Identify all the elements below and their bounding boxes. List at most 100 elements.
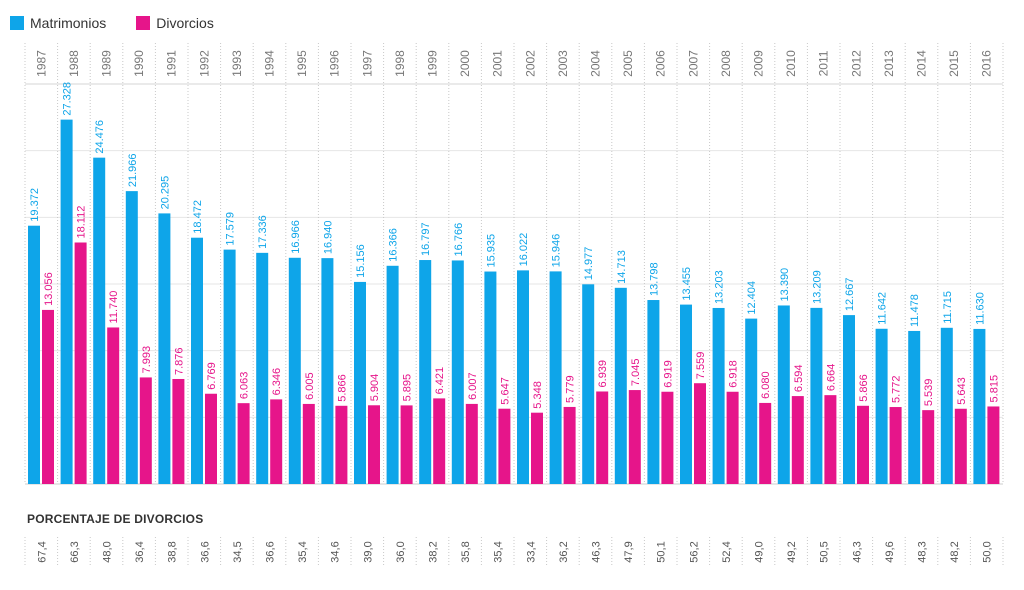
percent-value-label: 36,4 xyxy=(134,541,146,562)
year-tick-label: 1992 xyxy=(197,50,211,77)
matrimonios-bar xyxy=(875,328,888,484)
matrimonios-value-label: 11.478 xyxy=(909,294,921,327)
percent-value-label: 36,6 xyxy=(199,541,211,562)
matrimonios-value-label: 13.455 xyxy=(681,267,693,301)
matrimonios-value-label: 13.209 xyxy=(811,270,823,304)
percent-value-label: 49,6 xyxy=(884,541,896,562)
percent-value-label: 56,2 xyxy=(688,541,700,562)
divorcios-bar xyxy=(335,405,348,484)
divorcios-value-label: 18.112 xyxy=(76,206,88,239)
percent-value-label: 36,2 xyxy=(558,541,570,562)
percent-value-label: 67,4 xyxy=(36,541,48,562)
percent-value-label: 34,5 xyxy=(232,541,244,562)
legend-item-divorcios[interactable]: Divorcios xyxy=(136,15,214,31)
matrimonios-value-label: 21.966 xyxy=(127,153,139,187)
year-tick-label: 2006 xyxy=(654,50,668,77)
divorcios-value-label: 6.005 xyxy=(304,372,316,400)
matrimonios-bar xyxy=(712,307,725,484)
matrimonios-bar xyxy=(386,265,399,484)
divorcios-bar xyxy=(628,390,641,484)
divorcios-value-label: 5.866 xyxy=(858,374,870,402)
year-tick-label: 1990 xyxy=(132,50,146,77)
year-tick-label: 1996 xyxy=(328,50,342,77)
divorcios-value-label: 11.740 xyxy=(108,291,120,324)
matrimonios-bar xyxy=(517,270,529,484)
divorcios-value-label: 6.769 xyxy=(206,362,218,390)
divorcios-bar xyxy=(791,396,804,484)
year-tick-label: 2002 xyxy=(523,50,537,77)
percent-value-label: 66,3 xyxy=(69,541,81,562)
divorcios-bar xyxy=(889,407,902,484)
percent-value-label: 38,8 xyxy=(167,541,179,562)
year-tick-label: 2005 xyxy=(621,50,635,77)
percent-value-label: 33,4 xyxy=(525,541,537,562)
year-tick-label: 1995 xyxy=(295,50,309,77)
percent-value-label: 34,6 xyxy=(330,541,342,562)
divorcios-value-label: 7.559 xyxy=(695,352,707,380)
divorcios-bar xyxy=(368,405,380,484)
year-tick-label: 1993 xyxy=(230,50,244,77)
divorcios-value-label: 6.918 xyxy=(728,360,740,388)
matrimonios-bar xyxy=(973,328,986,484)
percent-value-label: 36,6 xyxy=(265,541,277,562)
divorcios-bar xyxy=(824,395,837,484)
year-tick-label: 2000 xyxy=(458,50,472,77)
matrimonios-bar xyxy=(777,305,790,484)
matrimonios-bar xyxy=(60,119,73,485)
percent-value-label: 38,2 xyxy=(428,541,440,562)
matrimonios-bar xyxy=(484,271,497,484)
matrimonios-value-label: 19.372 xyxy=(29,188,41,222)
divorcios-bar xyxy=(237,403,250,484)
divorcios-value-label: 6.919 xyxy=(662,360,674,388)
percent-value-label: 49,0 xyxy=(754,541,766,562)
matrimonios-bar xyxy=(745,318,758,484)
divorcios-bar xyxy=(759,402,772,484)
divorcios-value-label: 5.895 xyxy=(402,374,414,402)
divorcios-bar xyxy=(400,405,413,484)
year-tick-label: 1994 xyxy=(263,50,277,77)
divorcios-bar xyxy=(563,406,576,484)
matrimonios-bar xyxy=(614,287,627,484)
divorcios-bar xyxy=(954,408,967,484)
divorcios-value-label: 6.664 xyxy=(825,364,837,392)
matrimonios-value-label: 18.472 xyxy=(192,200,204,234)
percent-value-label: 50,5 xyxy=(819,541,831,562)
legend: Matrimonios Divorcios xyxy=(10,12,244,34)
matrimonios-value-label: 27.328 xyxy=(62,82,74,116)
matrimonios-value-label: 13.203 xyxy=(714,270,726,304)
percent-value-label: 48,0 xyxy=(102,541,114,562)
year-tick-label: 1988 xyxy=(67,50,81,77)
matrimonios-bar xyxy=(843,315,855,484)
divorcios-value-label: 5.348 xyxy=(532,381,544,409)
year-tick-label: 1997 xyxy=(360,50,374,77)
percent-value-label: 50,1 xyxy=(656,541,668,562)
year-tick-label: 2009 xyxy=(752,50,766,77)
matrimonios-value-label: 20.295 xyxy=(159,176,171,210)
divorcios-value-label: 6.080 xyxy=(760,371,772,399)
percent-value-label: 46,3 xyxy=(851,541,863,562)
divorcios-bar xyxy=(205,393,217,484)
matrimonios-value-label: 16.966 xyxy=(290,220,302,254)
divorcios-bar xyxy=(74,242,87,484)
matrimonios-value-label: 16.022 xyxy=(518,233,530,267)
divorcios-value-label: 6.346 xyxy=(271,368,283,396)
percent-value-label: 47,9 xyxy=(623,541,635,562)
year-tick-label: 1987 xyxy=(34,50,48,77)
percent-value-label: 36,0 xyxy=(395,541,407,562)
percent-value-label: 48,3 xyxy=(917,541,929,562)
matrimonios-bar xyxy=(810,307,823,484)
divorcios-value-label: 6.594 xyxy=(793,365,805,393)
divorcios-value-label: 5.904 xyxy=(369,374,381,402)
matrimonios-value-label: 12.667 xyxy=(844,277,856,311)
legend-item-matrimonios[interactable]: Matrimonios xyxy=(10,15,106,31)
matrimonios-bar xyxy=(680,304,692,484)
divorcios-bar xyxy=(302,403,315,484)
matrimonios-value-label: 16.940 xyxy=(322,220,334,254)
divorcios-value-label: 7.876 xyxy=(173,347,185,375)
matrimonios-value-label: 13.390 xyxy=(779,268,791,302)
divorcios-value-label: 7.045 xyxy=(630,359,642,387)
year-tick-label: 2013 xyxy=(882,50,896,77)
year-tick-label: 2001 xyxy=(491,50,505,77)
year-tick-label: 2014 xyxy=(915,50,929,77)
percent-value-label: 46,3 xyxy=(591,541,603,562)
